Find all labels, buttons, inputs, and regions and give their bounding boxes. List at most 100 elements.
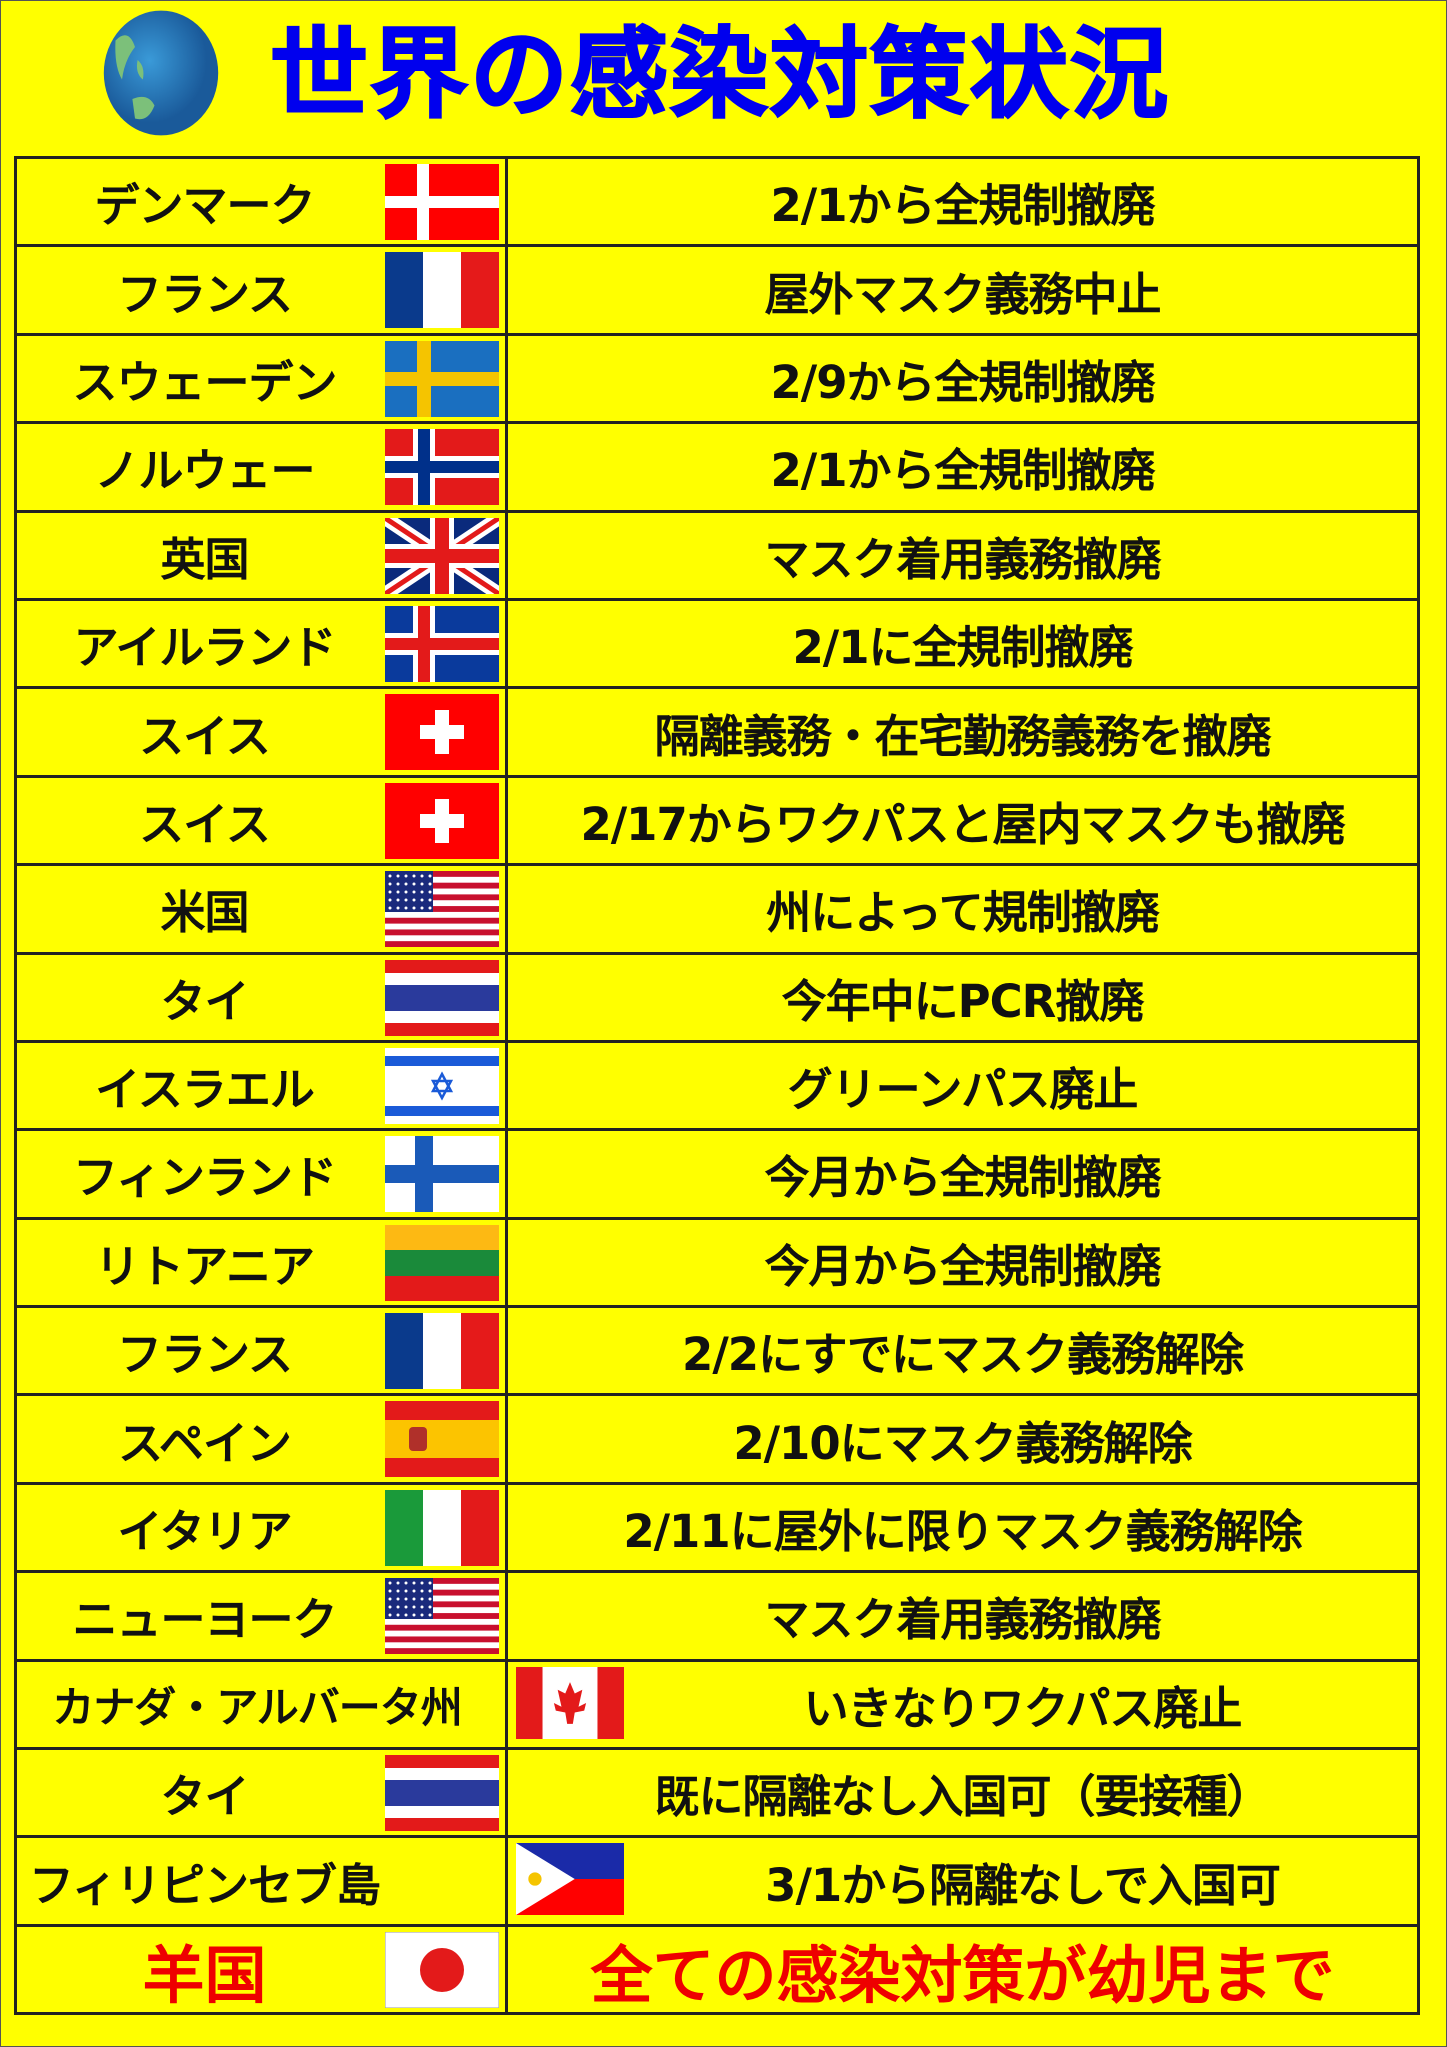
israel-flag-icon bbox=[385, 1047, 499, 1124]
switzerland-flag-icon bbox=[385, 782, 499, 859]
measure-text: 2/1から全規制撤廃 bbox=[770, 179, 1155, 233]
measure-cell: 2/2にすでにマスク義務解除 bbox=[508, 1308, 1417, 1393]
measure-text: 今年中にPCR撤廃 bbox=[781, 974, 1145, 1028]
measures-table: デンマーク 2/1から全規制撤廃 フランス 屋外マスク義務中止 スウェーデン 2/9… bbox=[14, 156, 1420, 2016]
country-cell: ノルウェー bbox=[17, 424, 508, 510]
country-name: タイ bbox=[160, 974, 249, 1028]
country-name: 英国 bbox=[160, 532, 249, 586]
country-cell: スペイン bbox=[17, 1396, 508, 1482]
measure-text: マスク着用義務撤廃 bbox=[764, 1593, 1161, 1647]
country-name: スイス bbox=[139, 797, 271, 851]
denmark-flag-icon bbox=[385, 164, 499, 240]
japan-flag-icon bbox=[385, 1931, 499, 2008]
country-name: フランス bbox=[116, 267, 293, 321]
country-cell: タイ bbox=[17, 954, 508, 1040]
switzerland-flag-icon bbox=[385, 694, 499, 771]
table-row: スイス 2/17からワクパスと屋内マスクも撤廃 bbox=[14, 777, 1420, 867]
country-name: スイス bbox=[139, 709, 271, 763]
country-cell: フランス bbox=[17, 247, 508, 333]
philippines-flag-icon bbox=[516, 1843, 624, 1916]
country-name: イスラエル bbox=[95, 1063, 315, 1117]
table-row: タイ 既に隔離なし入国可（要接種） bbox=[14, 1750, 1420, 1839]
table-row: カナダ・アルバータ州 いきなりワクパス廃止 bbox=[14, 1661, 1420, 1751]
spain-flag-icon bbox=[385, 1401, 499, 1478]
country-cell: フィンランド bbox=[17, 1131, 508, 1217]
italy-flag-icon bbox=[385, 1489, 499, 1566]
iceland-flag-icon bbox=[385, 605, 499, 682]
globe-icon bbox=[96, 8, 226, 138]
measure-text: 2/11に屋外に限りマスク義務解除 bbox=[623, 1505, 1302, 1559]
country-cell: スイス bbox=[17, 777, 508, 864]
country-cell: フランス bbox=[17, 1308, 508, 1394]
country-name: ノルウェー bbox=[94, 444, 315, 498]
measure-cell: 今月から全規制撤廃 bbox=[508, 1220, 1417, 1305]
table-row: 英国 マスク着用義務撤廃 bbox=[14, 512, 1420, 601]
measure-text: 2/10にマスク義務解除 bbox=[733, 1416, 1192, 1470]
country-name: スペイン bbox=[118, 1416, 292, 1470]
country-cell: スウェーデン bbox=[17, 335, 508, 422]
measure-text: 2/1に全規制撤廃 bbox=[792, 621, 1133, 675]
country-cell: リトアニア bbox=[17, 1219, 508, 1306]
page-title: 世界の感染対策状況 bbox=[269, 17, 1171, 133]
country-cell: デンマーク bbox=[17, 159, 508, 245]
measure-cell: 2/17からワクパスと屋内マスクも撤廃 bbox=[508, 778, 1417, 863]
measure-cell: 隔離義務・在宅勤務義務を撤廃 bbox=[508, 689, 1417, 774]
measure-cell: 3/1から隔離なしで入国可 bbox=[508, 1838, 1417, 1923]
measure-text: 3/1から隔離なしで入国可 bbox=[765, 1858, 1281, 1912]
country-cell: タイ bbox=[17, 1750, 508, 1836]
norway-flag-icon bbox=[385, 429, 499, 506]
measure-text: 屋外マスク義務中止 bbox=[764, 267, 1161, 321]
country-name: フィンランド bbox=[72, 1151, 337, 1205]
table-row: スウェーデン 2/9から全規制撤廃 bbox=[14, 335, 1420, 425]
measure-cell: 全ての感染対策が幼児まで bbox=[508, 1927, 1417, 2012]
thailand-flag-icon bbox=[385, 1755, 499, 1832]
table-row: フィリピンセブ島 3/1から隔離なしで入国可 bbox=[14, 1838, 1420, 1927]
measure-text: 全ての感染対策が幼児まで bbox=[590, 1938, 1335, 2012]
country-name: 羊国 bbox=[142, 1938, 267, 2012]
measure-cell: 州によって規制撤廃 bbox=[508, 866, 1417, 951]
usa-flag-icon bbox=[385, 1578, 499, 1655]
country-name: リトアニア bbox=[94, 1239, 315, 1293]
country-cell: イタリア bbox=[17, 1484, 508, 1571]
measure-cell: 2/1から全規制撤廃 bbox=[508, 159, 1417, 244]
measure-text: マスク着用義務撤廃 bbox=[764, 532, 1161, 586]
usa-flag-icon bbox=[385, 871, 499, 948]
table-row: 羊国 全ての感染対策が幼児まで bbox=[14, 1926, 1420, 2016]
country-name: 米国 bbox=[160, 886, 249, 940]
country-name: タイ bbox=[160, 1770, 249, 1824]
measure-text: 2/17からワクパスと屋内マスクも撤廃 bbox=[580, 797, 1345, 851]
table-row: ニューヨーク マスク着用義務撤廃 bbox=[14, 1573, 1420, 1662]
measure-cell: いきなりワクパス廃止 bbox=[508, 1662, 1417, 1747]
sweden-flag-icon bbox=[385, 340, 499, 417]
measure-cell: 既に隔離なし入国可（要接種） bbox=[508, 1750, 1417, 1835]
uk-flag-icon bbox=[385, 517, 499, 594]
measure-cell: 今月から全規制撤廃 bbox=[508, 1131, 1417, 1216]
table-row: フランス 2/2にすでにマスク義務解除 bbox=[14, 1308, 1420, 1397]
country-cell: 羊国 bbox=[17, 1926, 508, 2013]
country-cell: スイス bbox=[17, 689, 508, 775]
measure-cell: マスク着用義務撤廃 bbox=[508, 513, 1417, 598]
country-cell: 米国 bbox=[17, 866, 508, 952]
measure-text: 2/1から全規制撤廃 bbox=[770, 444, 1155, 498]
country-name: デンマーク bbox=[94, 179, 315, 233]
country-name: イタリア bbox=[117, 1505, 292, 1559]
table-row: スペイン 2/10にマスク義務解除 bbox=[14, 1396, 1420, 1485]
table-row: フィンランド 今月から全規制撤廃 bbox=[14, 1131, 1420, 1220]
country-cell: イスラエル bbox=[17, 1042, 508, 1129]
measure-text: 隔離義務・在宅勤務義務を撤廃 bbox=[654, 709, 1271, 763]
france-flag-icon bbox=[385, 252, 499, 329]
thailand-flag-icon bbox=[385, 959, 499, 1036]
table-row: 米国 州によって規制撤廃 bbox=[14, 866, 1420, 955]
table-row: タイ 今年中にPCR撤廃 bbox=[14, 954, 1420, 1043]
finland-flag-icon bbox=[385, 1136, 499, 1213]
country-cell: ニューヨーク bbox=[17, 1573, 508, 1659]
table-row: リトアニア 今月から全規制撤廃 bbox=[14, 1219, 1420, 1309]
country-name: フィリピンセブ島 bbox=[28, 1858, 381, 1912]
table-row: ノルウェー 2/1から全規制撤廃 bbox=[14, 424, 1420, 513]
measure-text: 州によって規制撤廃 bbox=[766, 886, 1159, 940]
measure-cell: グリーンパス廃止 bbox=[508, 1043, 1417, 1128]
measure-cell: 2/10にマスク義務解除 bbox=[508, 1396, 1417, 1481]
measure-text: 今月から全規制撤廃 bbox=[764, 1239, 1161, 1293]
country-cell: 英国 bbox=[17, 512, 508, 598]
measure-cell: 2/1に全規制撤廃 bbox=[508, 601, 1417, 686]
